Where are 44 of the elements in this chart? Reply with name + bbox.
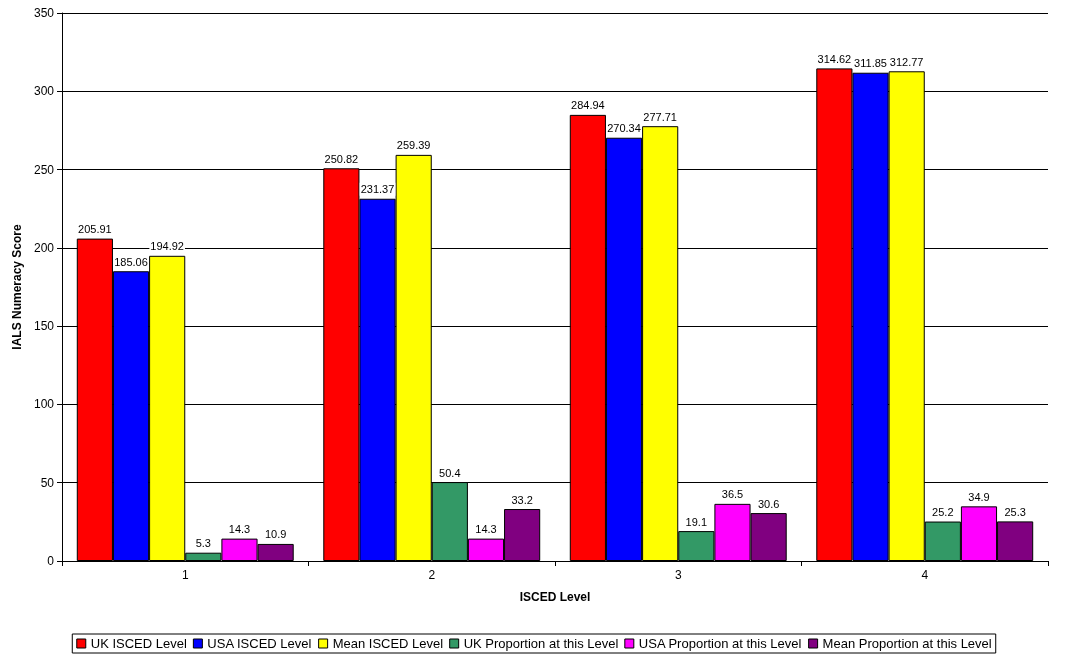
data-label: 5.3	[195, 537, 211, 550]
x-axis-title: ISCED Level	[519, 590, 591, 604]
data-label: 10.9	[264, 528, 287, 541]
data-label: 30.6	[757, 497, 780, 510]
x-tick-label: 2	[428, 568, 436, 582]
y-axis-title: IALS Numeracy Score	[10, 223, 25, 350]
data-label: 14.3	[475, 523, 497, 536]
data-label: 231.37	[360, 183, 395, 196]
data-label: 314.62	[817, 52, 852, 65]
data-label: 312.77	[889, 55, 924, 68]
y-tick-label: 0	[47, 554, 55, 568]
data-label: 259.39	[396, 139, 431, 152]
x-tick-label: 1	[181, 568, 189, 582]
data-label: 185.06	[114, 255, 148, 268]
data-label: 25.2	[932, 506, 954, 519]
data-label: 25.3	[1004, 505, 1026, 518]
y-tick-label: 150	[33, 319, 55, 334]
data-label: 50.4	[439, 466, 461, 479]
data-label: 36.5	[721, 488, 744, 501]
data-label: 270.34	[607, 122, 641, 135]
data-label: 250.82	[324, 152, 359, 165]
x-tick-label: 3	[674, 568, 682, 582]
data-label: 205.91	[78, 223, 112, 236]
data-label: 34.9	[968, 490, 990, 503]
y-tick-label: 50	[40, 475, 55, 490]
data-label: 33.2	[511, 493, 533, 506]
y-tick-label: 100	[33, 397, 55, 412]
legend-label: UK ISCED Level	[90, 636, 187, 651]
y-tick-label: 250	[33, 162, 55, 177]
legend-label: Mean Proportion at this Level	[822, 636, 992, 651]
x-tick-label: 4	[921, 568, 929, 582]
data-label: 284.94	[571, 99, 605, 112]
y-tick-label: 350	[33, 6, 55, 20]
data-label: 277.71	[643, 110, 677, 123]
data-label: 311.85	[854, 57, 887, 70]
legend-label: USA Proportion at this Level	[638, 636, 802, 651]
data-label: 14.3	[228, 523, 251, 536]
y-tick-label: 300	[33, 84, 55, 99]
y-tick-label: 200	[33, 240, 55, 255]
legend-label: UK Proportion at this Level	[463, 636, 619, 651]
legend-label: USA ISCED Level	[207, 636, 312, 651]
data-label: 194.92	[150, 240, 184, 253]
legend-label: Mean ISCED Level	[332, 636, 444, 651]
data-label: 19.1	[685, 515, 708, 528]
